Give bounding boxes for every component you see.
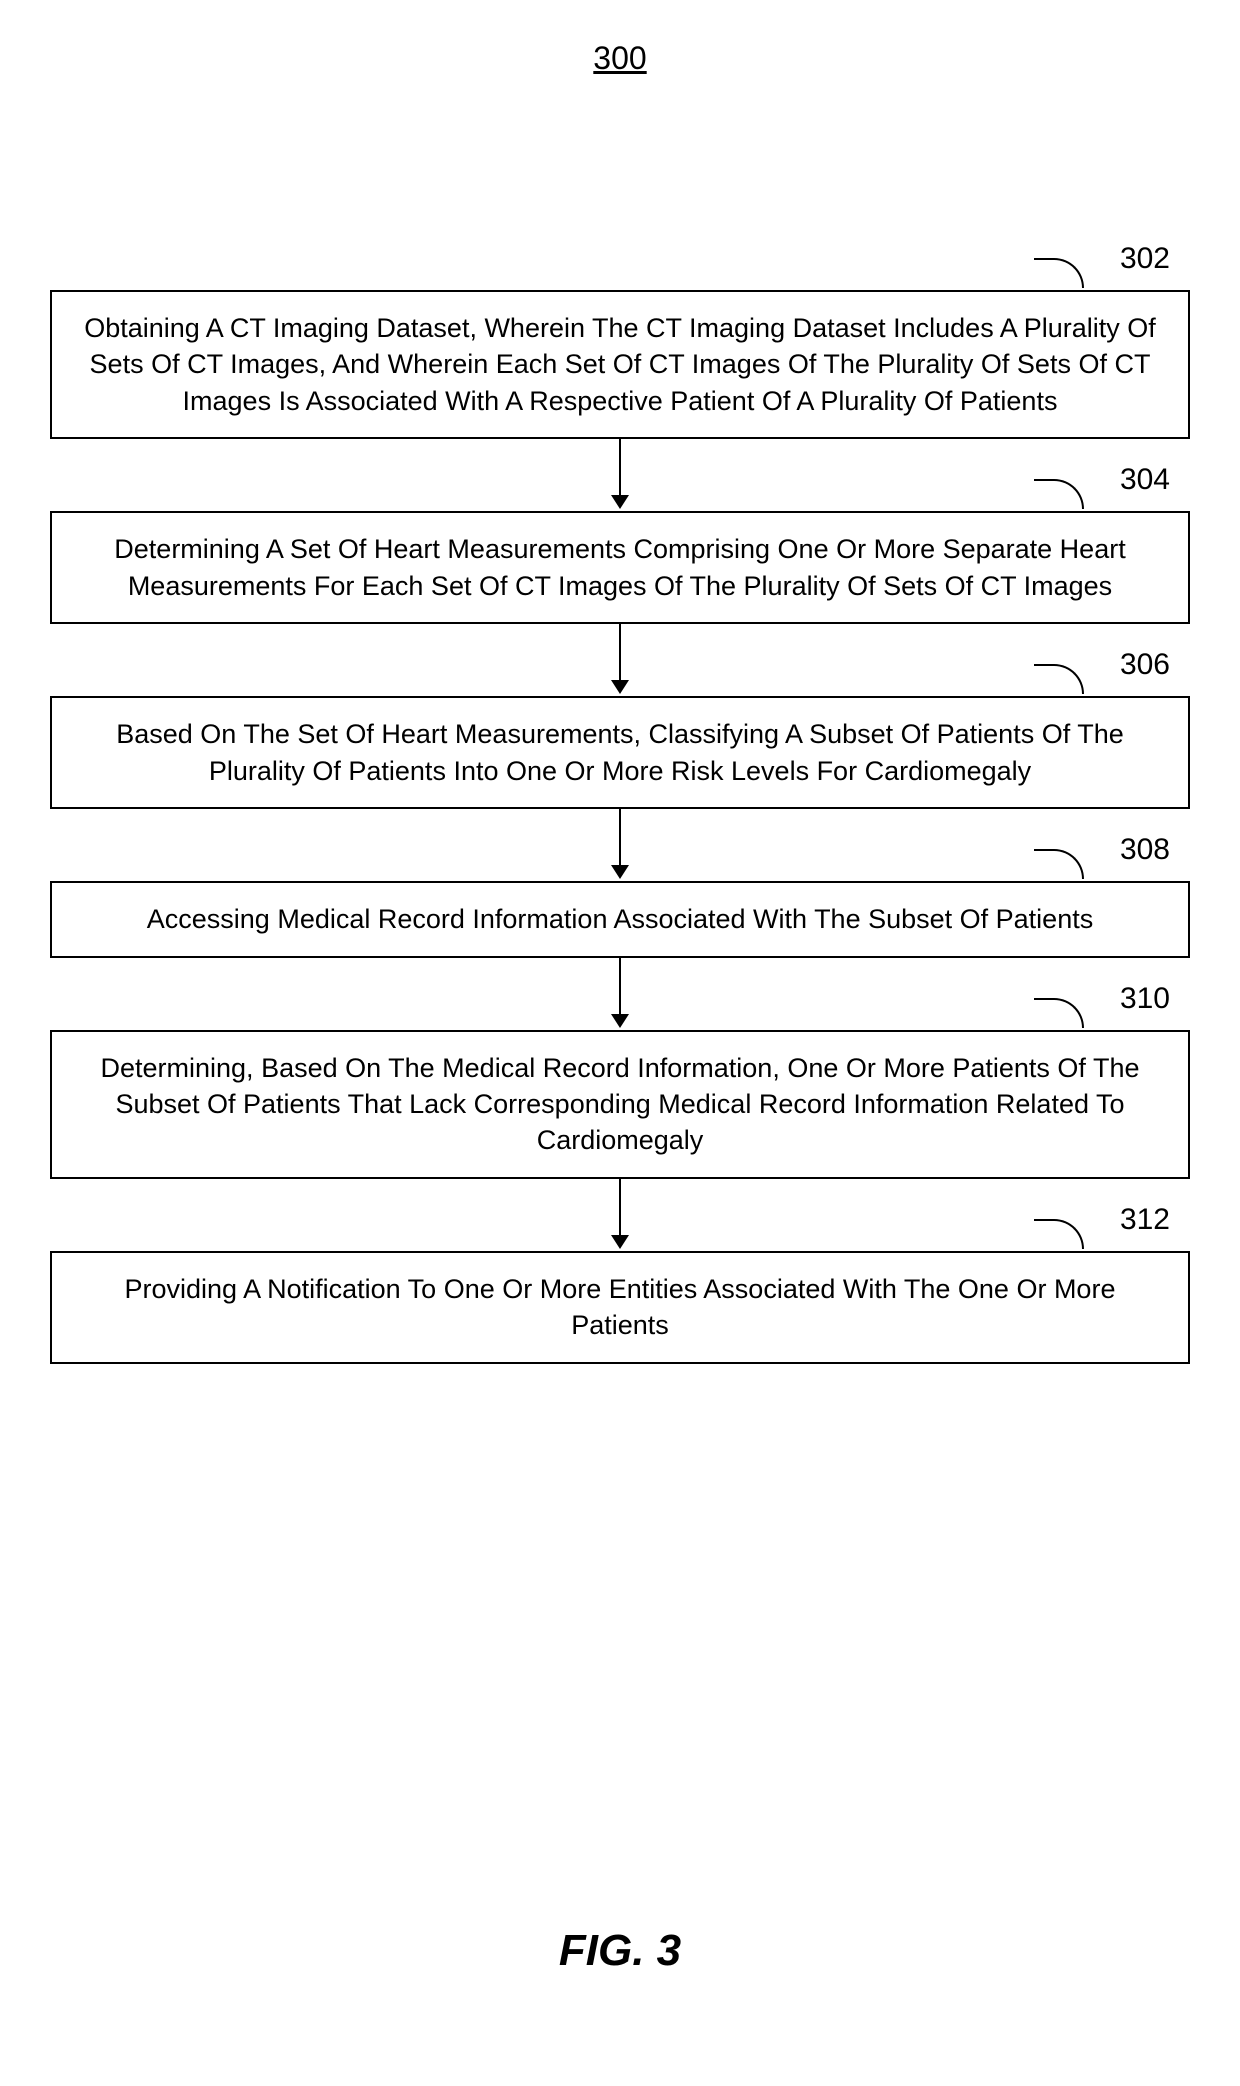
reference-callout: 312 — [1062, 1203, 1170, 1237]
flow-step: 312 Providing A Notification To One Or M… — [50, 1251, 1190, 1364]
callout-arc — [1034, 258, 1084, 288]
arrow-down-icon — [611, 495, 629, 509]
callout-arc — [1034, 849, 1084, 879]
reference-number: 312 — [1120, 1203, 1170, 1237]
flow-step: 310 Determining, Based On The Medical Re… — [50, 1030, 1190, 1179]
figure-number: 300 — [593, 40, 646, 77]
arrow-down-icon — [611, 865, 629, 879]
reference-number: 310 — [1120, 982, 1170, 1016]
step-box: Obtaining A CT Imaging Dataset, Wherein … — [50, 290, 1190, 439]
reference-number: 304 — [1120, 463, 1170, 497]
callout-arc — [1034, 664, 1084, 694]
connector-line — [619, 439, 621, 497]
flow-connector — [50, 624, 1190, 696]
step-box: Determining A Set Of Heart Measurements … — [50, 511, 1190, 624]
flow-step: 304 Determining A Set Of Heart Measureme… — [50, 511, 1190, 624]
connector-line — [619, 958, 621, 1016]
reference-callout: 310 — [1062, 982, 1170, 1016]
reference-callout: 302 — [1062, 242, 1170, 276]
step-box: Providing A Notification To One Or More … — [50, 1251, 1190, 1364]
arrow-down-icon — [611, 1235, 629, 1249]
reference-callout: 308 — [1062, 833, 1170, 867]
figure-caption: FIG. 3 — [559, 1926, 681, 1976]
step-box: Based On The Set Of Heart Measurements, … — [50, 696, 1190, 809]
reference-number: 306 — [1120, 648, 1170, 682]
step-box: Determining, Based On The Medical Record… — [50, 1030, 1190, 1179]
arrow-down-icon — [611, 680, 629, 694]
reference-number: 308 — [1120, 833, 1170, 867]
callout-arc — [1034, 1219, 1084, 1249]
flow-connector — [50, 1179, 1190, 1251]
step-box: Accessing Medical Record Information Ass… — [50, 881, 1190, 957]
flow-connector — [50, 809, 1190, 881]
reference-number: 302 — [1120, 242, 1170, 276]
connector-line — [619, 809, 621, 867]
reference-callout: 304 — [1062, 463, 1170, 497]
flow-step: 302 Obtaining A CT Imaging Dataset, Wher… — [50, 290, 1190, 439]
reference-callout: 306 — [1062, 648, 1170, 682]
callout-arc — [1034, 479, 1084, 509]
connector-line — [619, 1179, 621, 1237]
flow-step: 306 Based On The Set Of Heart Measuremen… — [50, 696, 1190, 809]
flow-connector — [50, 439, 1190, 511]
connector-line — [619, 624, 621, 682]
flow-step: 308 Accessing Medical Record Information… — [50, 881, 1190, 957]
arrow-down-icon — [611, 1014, 629, 1028]
flowchart: 302 Obtaining A CT Imaging Dataset, Wher… — [50, 290, 1190, 1364]
flow-connector — [50, 958, 1190, 1030]
callout-arc — [1034, 998, 1084, 1028]
